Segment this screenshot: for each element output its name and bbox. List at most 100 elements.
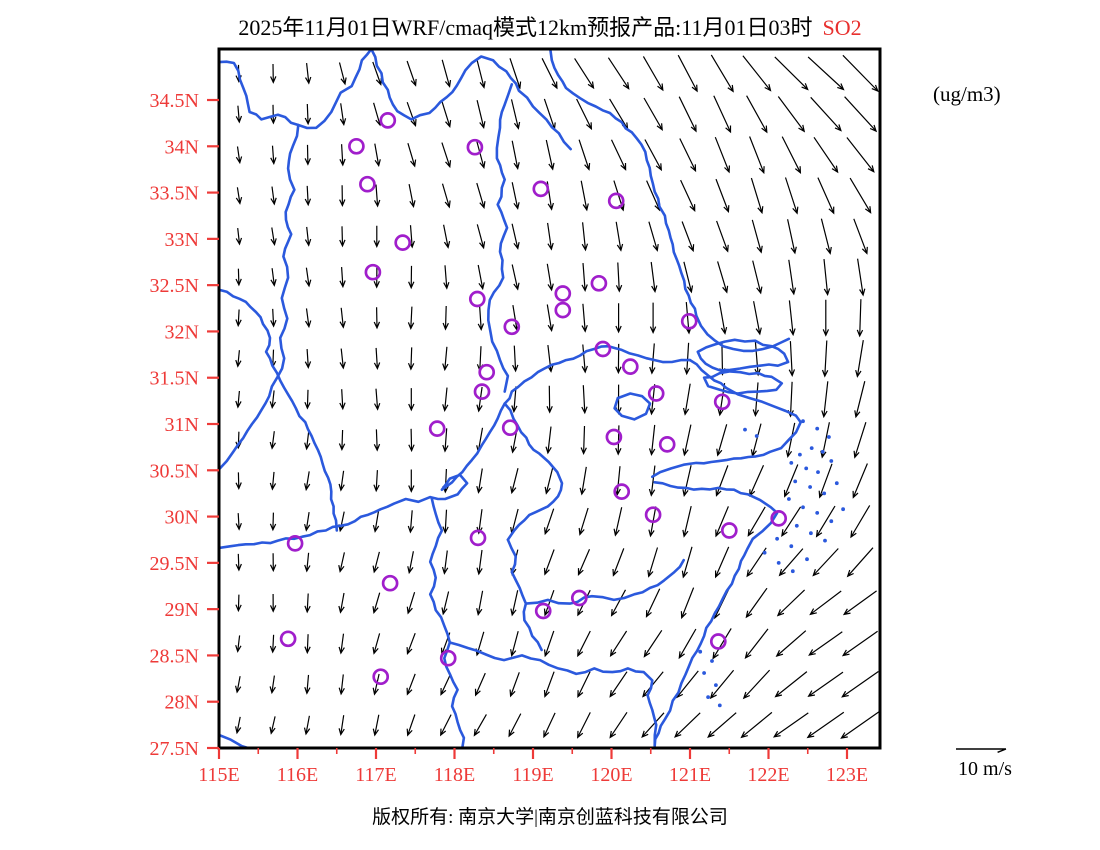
wind-arrow [648, 465, 656, 497]
wind-arrow [304, 389, 311, 410]
wind-arrow [785, 422, 796, 459]
wind-arrow [235, 716, 242, 735]
wind-arrow [406, 632, 416, 655]
wind-arrow [682, 424, 692, 457]
wind-arrow [650, 261, 658, 294]
wind-arrow [442, 387, 449, 412]
wind-arrow [745, 587, 768, 619]
wind-arrow [406, 60, 417, 87]
wind-arrow [269, 716, 276, 735]
island-dot [834, 481, 839, 486]
wind-arrow [776, 589, 806, 617]
boundary-line-zhejiang-fujian-border [448, 641, 658, 747]
wind-arrow [821, 340, 829, 378]
wind-arrow [642, 56, 664, 92]
station-marker [532, 180, 550, 198]
wind-arrow [269, 675, 276, 695]
station-marker [613, 483, 631, 500]
wind-arrow [235, 309, 242, 328]
island-dot [714, 683, 718, 687]
lat-tick-label: 34N [165, 136, 199, 158]
wind-arrow [678, 96, 697, 133]
wind-arrow [508, 713, 522, 738]
wind-arrow [742, 55, 772, 92]
wind-arrow [580, 425, 587, 455]
wind-arrow [304, 185, 312, 207]
wind-arrow [577, 671, 591, 699]
plot-area [219, 49, 880, 748]
station-marker [439, 649, 457, 667]
wind-arrow [511, 386, 518, 414]
wind-scale-arrow [956, 748, 1007, 753]
wind-arrow [373, 184, 381, 208]
wind-arrow [512, 345, 519, 373]
wind-arrow [477, 264, 485, 291]
lat-tick-label: 33N [165, 229, 199, 251]
wind-arrow [749, 136, 765, 175]
wind-arrow [716, 424, 728, 457]
wind-arrow [442, 509, 449, 535]
wind-arrow [817, 177, 835, 215]
wind-arrow [806, 711, 845, 739]
lon-tick-label: 115E [198, 764, 239, 786]
station-marker [658, 436, 676, 453]
wind-arrow [339, 103, 347, 126]
wind-arrow [808, 631, 843, 656]
wind-arrow [372, 714, 380, 737]
wind-arrow [609, 711, 628, 739]
station-marker [621, 358, 639, 375]
wind-arrow [441, 183, 451, 209]
wind-scale-label: 10 m/s [958, 758, 1012, 780]
wind-arrow [783, 464, 799, 498]
station-marker [647, 385, 665, 402]
wind-arrow [373, 470, 380, 493]
unit-label: (ug/m3) [933, 82, 1001, 106]
wind-arrow [269, 634, 277, 654]
boundary-line-henan-anhui-border [219, 123, 300, 471]
wind-arrow [579, 466, 587, 496]
wind-arrow [510, 631, 519, 658]
wind-arrow [610, 589, 627, 617]
wind-arrow [777, 96, 806, 133]
lon-tick-label: 123E [826, 764, 868, 786]
wind-arrow [373, 388, 381, 411]
wind-arrow [716, 220, 729, 253]
island-dot [717, 703, 722, 708]
wind-arrow [842, 590, 877, 616]
wind-arrow [235, 594, 242, 613]
station-marker [359, 175, 376, 193]
wind-arrow [682, 505, 692, 538]
island-dot [776, 561, 781, 565]
wind-arrow [644, 139, 663, 172]
wind-arrow [788, 341, 796, 377]
lat-tick-label: 30N [165, 507, 199, 529]
species-label: SO2 [822, 15, 862, 40]
boundary-line-hubei-anhui-border [219, 288, 339, 532]
wind-arrow [810, 96, 842, 132]
figure-title: 2025年11月01日WRF/cmaq模式12km预报产品:11月01日03时 S… [0, 10, 1100, 42]
wind-arrow [574, 58, 595, 90]
wind-arrow [809, 590, 842, 616]
boundary-line-chongming-island-north [696, 338, 790, 372]
wind-arrow [850, 505, 871, 539]
wind-arrow [235, 390, 242, 409]
station-marker [468, 290, 486, 308]
wind-arrow [772, 712, 809, 738]
boundary-line-zhejiang-west-border [506, 538, 543, 652]
wind-arrow [821, 381, 829, 419]
wind-arrow [473, 714, 487, 737]
wind-arrow [581, 222, 589, 252]
island-dot [710, 659, 714, 663]
wind-arrow [476, 509, 483, 535]
wind-arrow [304, 144, 311, 166]
wind-arrow [304, 430, 311, 451]
boundary-line-taihu-lake [613, 392, 652, 421]
wind-arrow [374, 143, 381, 168]
lat-tick-label: 34.5N [150, 90, 199, 112]
wind-arrow [742, 669, 771, 700]
station-marker [644, 506, 662, 524]
wind-arrow [581, 303, 588, 333]
wind-arrow [580, 180, 589, 212]
wind-arrow [546, 263, 554, 292]
